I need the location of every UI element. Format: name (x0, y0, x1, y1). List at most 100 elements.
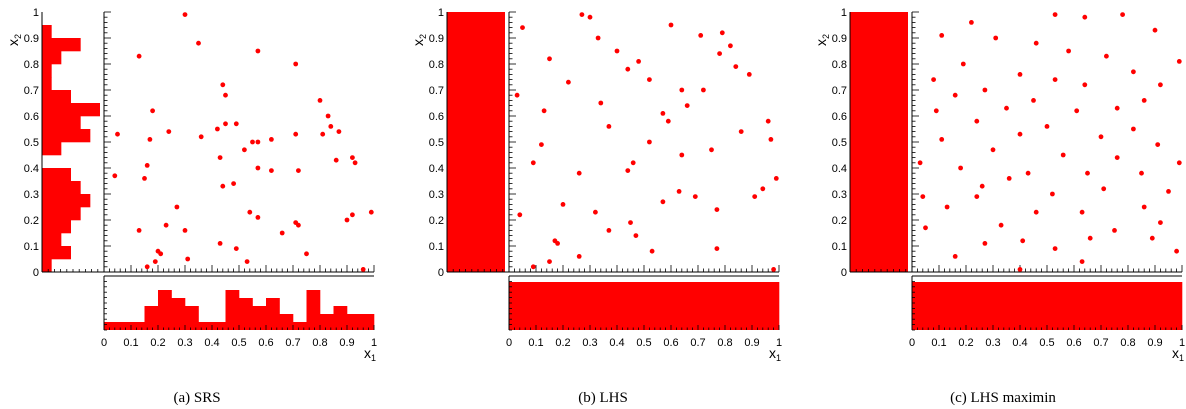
data-point (220, 82, 226, 88)
x-tick-label: 0.3 (582, 337, 597, 349)
y-tick-label: 0 (438, 267, 444, 279)
data-point (530, 160, 536, 166)
data-point (719, 30, 725, 36)
y-histogram-bar (42, 194, 91, 208)
y-histogram-bar (850, 207, 908, 221)
data-point (231, 181, 237, 187)
data-point (1017, 267, 1023, 272)
x-histogram-bar (765, 282, 780, 330)
x-histogram-bar (1060, 282, 1075, 330)
data-point (717, 51, 722, 56)
y-tick-label: 1 (33, 7, 39, 19)
y-histogram-bar (850, 77, 908, 91)
y-histogram-bar (850, 181, 908, 195)
x-histogram-bar (952, 282, 967, 330)
y-histogram-bar (447, 259, 505, 273)
y-histogram-bar (850, 155, 908, 169)
data-point (325, 113, 331, 119)
data-point (344, 217, 350, 223)
x-histogram-bar (590, 282, 604, 330)
x-histogram-bar (266, 298, 280, 330)
x-histogram-bar (657, 282, 672, 330)
x-tick-label: 0.4 (204, 337, 219, 349)
data-point (692, 194, 698, 200)
data-point (920, 194, 926, 200)
data-point (606, 124, 612, 129)
data-point (939, 33, 945, 38)
y-histogram-bar (447, 181, 505, 195)
data-point (360, 267, 366, 272)
x-histogram-bar (293, 322, 307, 330)
x-tick-label: 1 (1179, 337, 1185, 349)
data-point (990, 147, 996, 153)
data-point (1050, 191, 1055, 197)
y-histogram-bar (42, 25, 52, 39)
data-point (931, 77, 936, 82)
data-point (993, 35, 999, 41)
x-histogram-bar (360, 314, 375, 330)
data-point (633, 233, 639, 239)
data-point (269, 168, 274, 174)
x-tick-label: 0.2 (555, 337, 570, 349)
x-histogram-bar (1047, 282, 1061, 330)
y-histogram-bar (42, 116, 81, 130)
data-point (1033, 40, 1039, 46)
x-tick-label: 0.4 (1012, 337, 1027, 349)
y-tick-label: 0.6 (832, 111, 847, 123)
data-point (714, 246, 720, 252)
y-histogram-bar (42, 181, 81, 195)
data-point (182, 228, 188, 233)
data-point (1176, 160, 1182, 166)
y-histogram-bar (42, 233, 62, 247)
data-point (320, 131, 326, 137)
data-point (768, 137, 774, 142)
data-point (576, 170, 582, 176)
data-point (269, 137, 274, 142)
x-tick-label: 0.5 (636, 337, 651, 349)
data-point (998, 222, 1004, 228)
data-point (1174, 248, 1179, 254)
y-tick-label: 0.5 (429, 137, 444, 149)
y-histogram-bar (850, 168, 908, 182)
data-point (296, 168, 301, 174)
x-histogram-bar (752, 282, 766, 330)
data-point (771, 267, 776, 272)
x-histogram-bar (320, 314, 334, 330)
data-point (1060, 152, 1066, 158)
y-histogram-bar (850, 220, 908, 234)
x-tick-label: 0.7 (1093, 337, 1108, 349)
data-point (255, 139, 261, 145)
data-point (336, 129, 342, 135)
data-point (701, 87, 706, 93)
y-histogram-bar (447, 25, 505, 39)
data-point (1017, 72, 1023, 77)
x-histogram-bar (1155, 282, 1169, 330)
x-tick-label: 0.5 (231, 337, 246, 349)
data-point (1152, 27, 1158, 33)
x-histogram-bar (644, 282, 658, 330)
data-point (293, 131, 299, 137)
data-point (587, 14, 593, 20)
y-tick-label: 1 (841, 7, 847, 19)
y-histogram-bar (850, 38, 908, 52)
data-point (350, 212, 355, 218)
data-point (530, 264, 536, 270)
x-histogram-bar (104, 322, 118, 330)
data-point (917, 160, 923, 166)
data-point (539, 142, 544, 148)
x-histogram-bar (1087, 282, 1102, 330)
data-point (520, 25, 525, 30)
data-point (1112, 228, 1117, 233)
y-tick-label: 0.9 (429, 33, 444, 45)
y-histogram-bar (850, 25, 908, 39)
data-point (1141, 204, 1147, 210)
y-histogram-bar (447, 12, 505, 26)
x-tick-label: 1 (371, 337, 377, 349)
y-histogram-bar (447, 168, 505, 182)
x-histogram-bar (252, 306, 267, 330)
data-point (1017, 131, 1023, 137)
data-point (136, 228, 142, 233)
data-point (547, 56, 552, 62)
data-point (150, 108, 156, 114)
y-tick-label: 0.8 (429, 59, 444, 71)
